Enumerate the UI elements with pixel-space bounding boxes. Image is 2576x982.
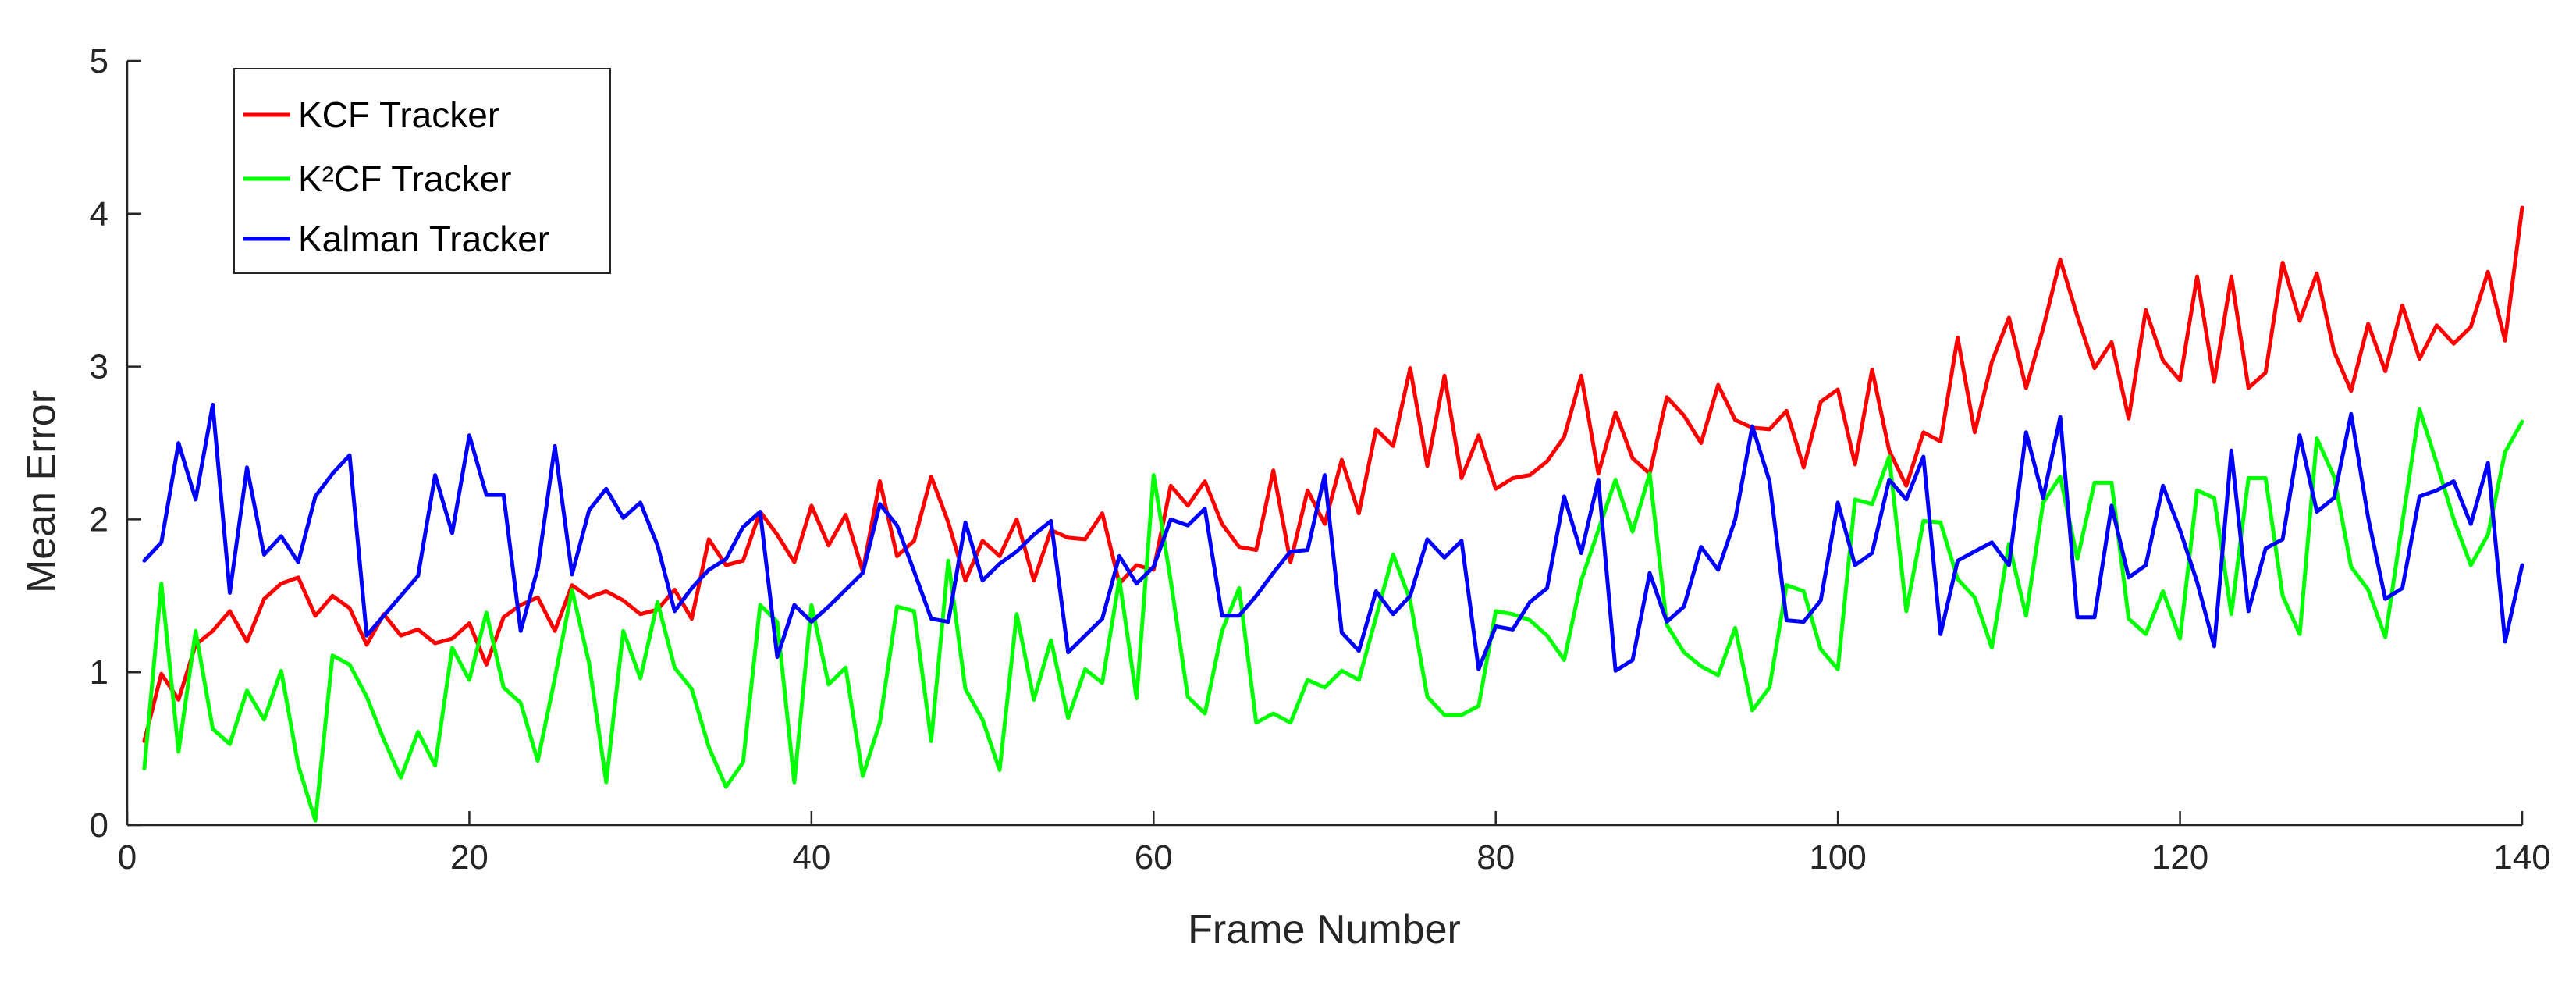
legend-label-k2cf: K²CF Tracker (298, 158, 511, 199)
legend-label-kcf: KCF Tracker (298, 94, 499, 135)
x-tick-label-6: 120 (2151, 838, 2208, 877)
series-layer (142, 205, 2524, 823)
y-axis-label: Mean Error (19, 390, 64, 593)
legend-item-k2cf: K²CF Tracker (243, 158, 511, 199)
series-line-0 (142, 205, 2524, 743)
y-tick-label-3: 3 (90, 348, 108, 386)
x-tick-label-4: 80 (1476, 838, 1515, 877)
legend-item-kalman: Kalman Tracker (243, 219, 549, 259)
legend: KCF Tracker K²CF Tracker Kalman Tracker (233, 68, 611, 274)
x-tick-label-5: 100 (1809, 838, 1866, 877)
x-tick-label-1: 20 (450, 838, 489, 877)
axes-layer: 0 20 40 60 80 100 120 140 0 1 2 3 4 5 (90, 42, 2551, 877)
legend-box (233, 68, 611, 274)
y-tick-label-1: 1 (90, 653, 108, 692)
series-line-2 (142, 403, 2524, 673)
x-tick-label-0: 0 (118, 838, 137, 877)
legend-label-kalman: Kalman Tracker (298, 219, 549, 259)
x-axis-label: Frame Number (1188, 907, 1461, 952)
y-tick-label-0: 0 (90, 806, 108, 845)
legend-item-kcf: KCF Tracker (243, 94, 499, 135)
x-tick-label-3: 60 (1135, 838, 1173, 877)
y-tick-label-2: 2 (90, 500, 108, 539)
series-line-1 (142, 407, 2524, 823)
y-tick-label-5: 5 (90, 42, 108, 80)
x-tick-label-7: 140 (2493, 838, 2550, 877)
x-tick-label-2: 40 (792, 838, 830, 877)
y-tick-label-4: 4 (90, 195, 108, 233)
